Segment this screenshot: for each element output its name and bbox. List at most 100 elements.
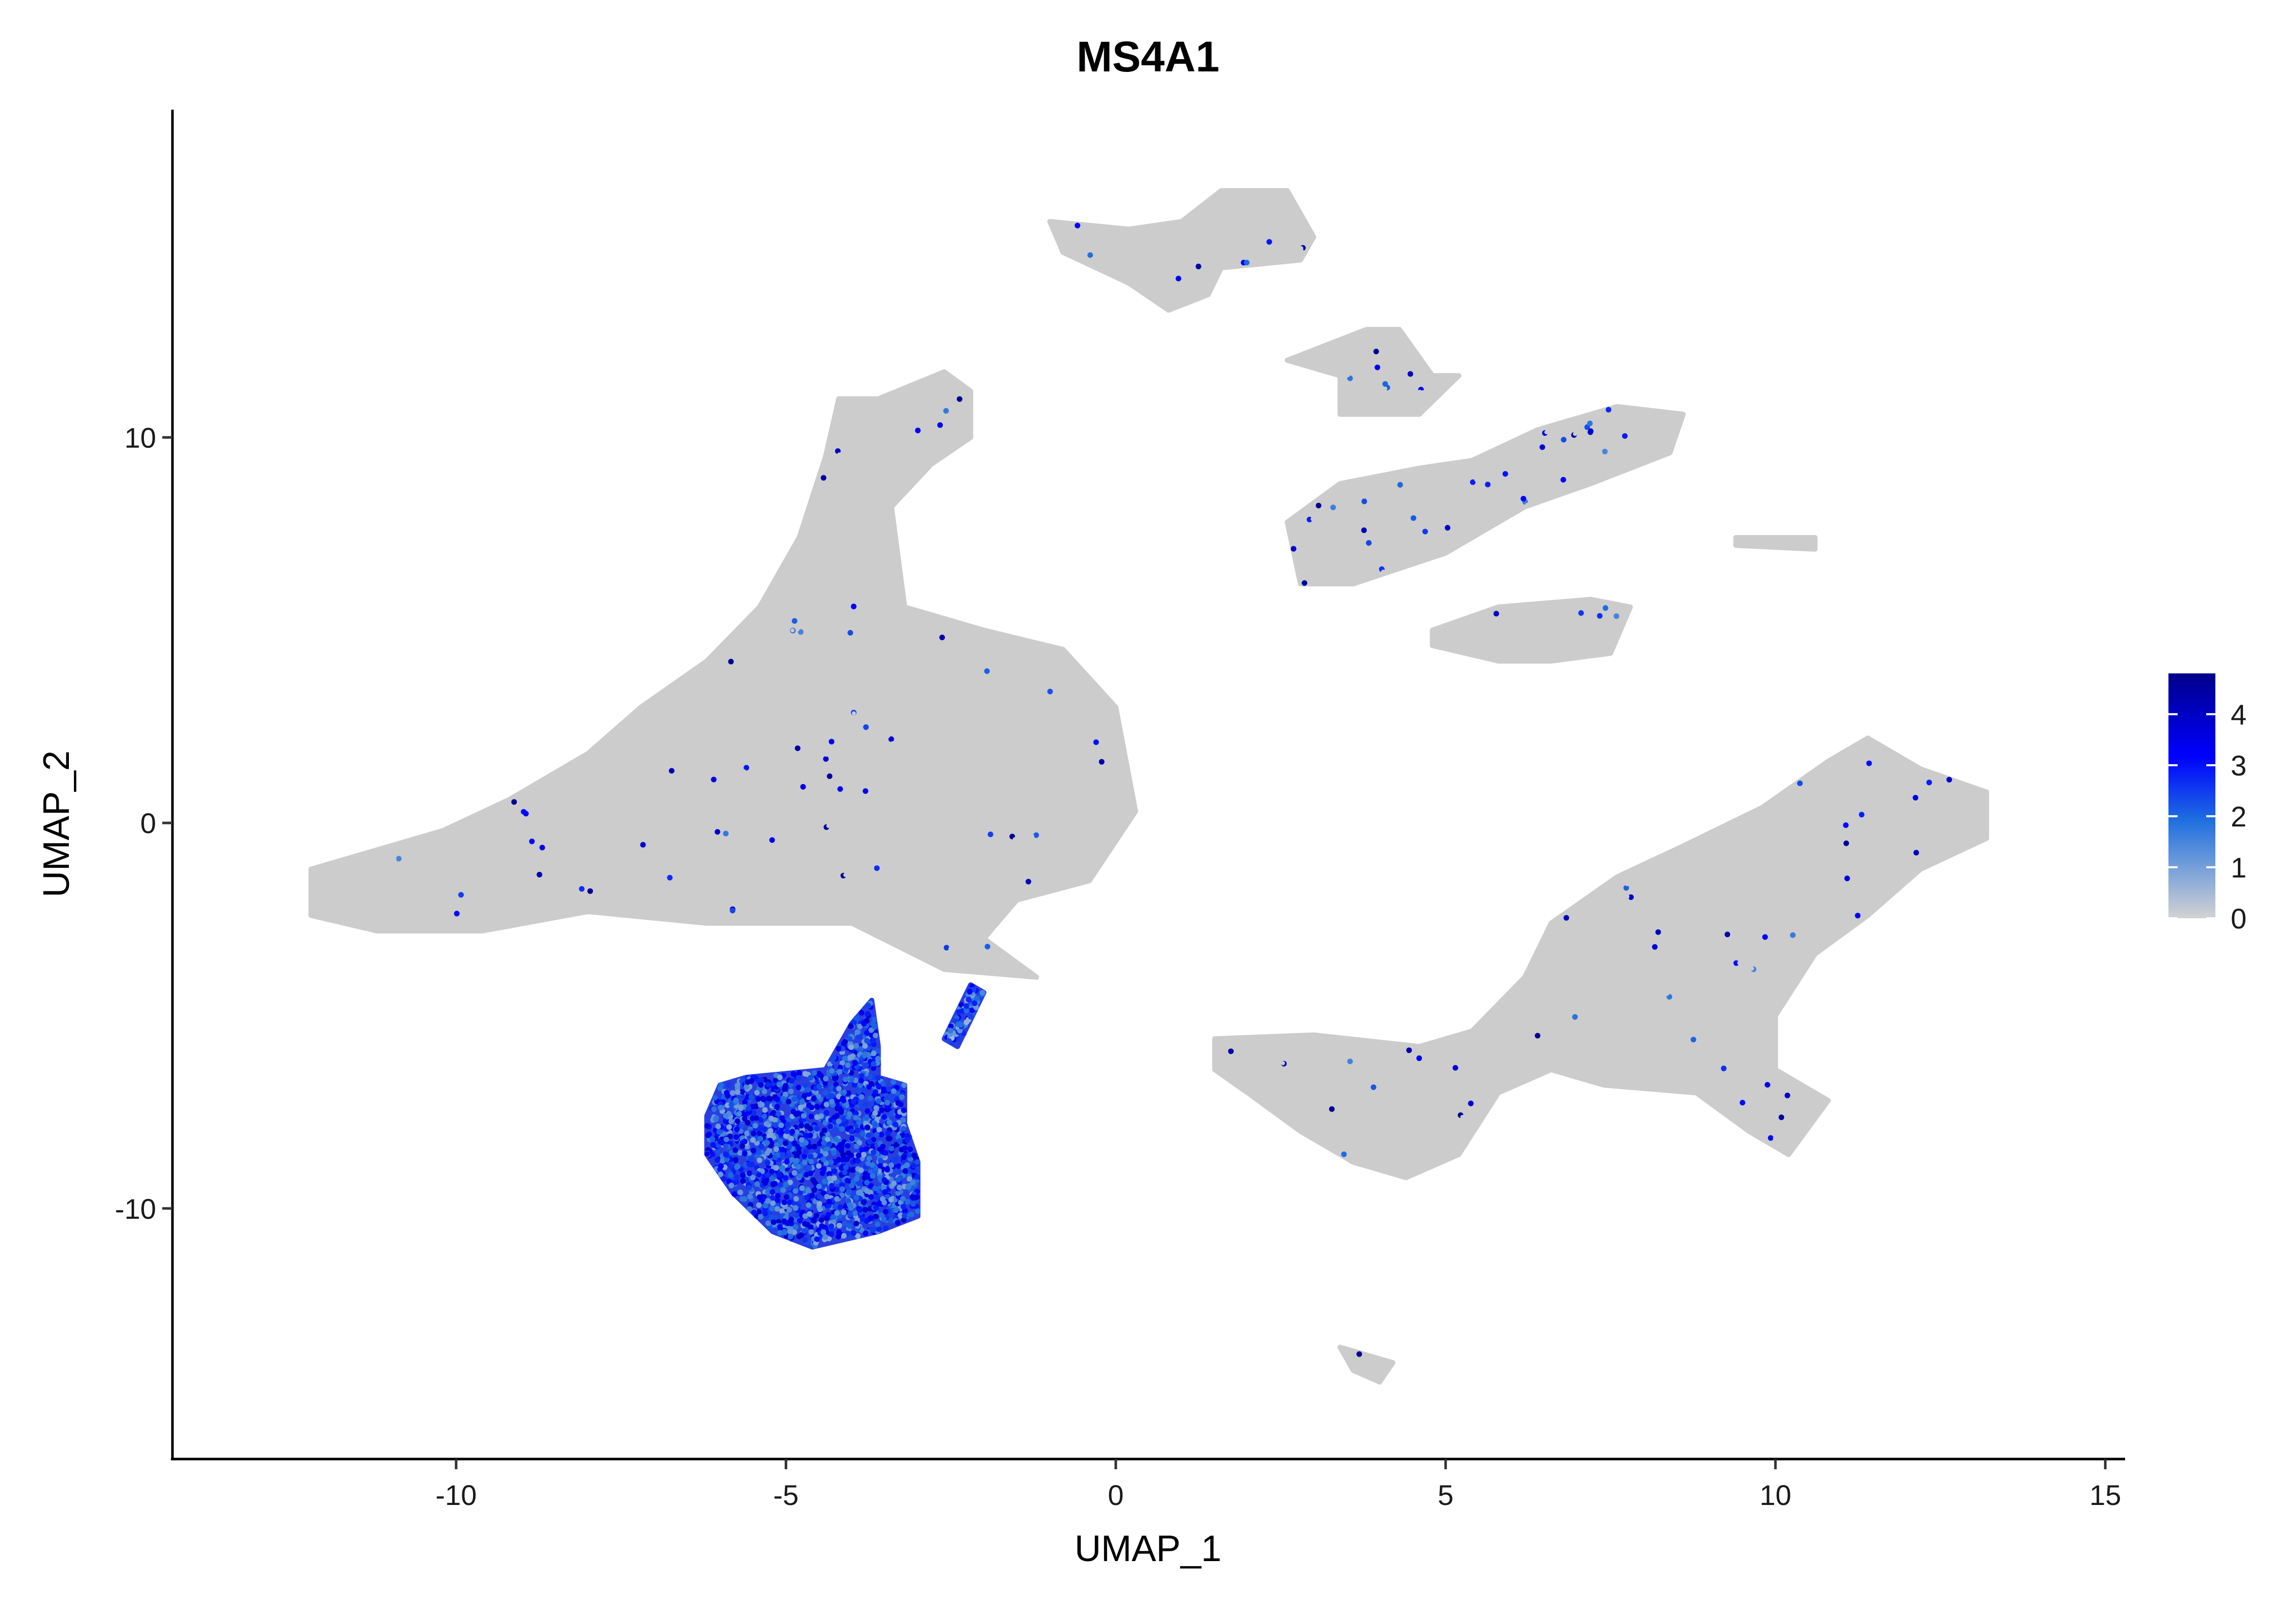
cell-point: [1471, 533, 1476, 537]
cell-point: [1860, 751, 1864, 756]
cell-point: [756, 759, 760, 764]
cell-point: [1718, 984, 1723, 989]
cell-point: [728, 1163, 734, 1169]
cell-point: [1648, 444, 1653, 449]
cell-point: [738, 1104, 744, 1111]
cell-point: [849, 439, 854, 443]
cell-point: [847, 630, 854, 636]
cell-point: [1849, 806, 1853, 810]
cell-point: [1068, 715, 1073, 720]
cell-point: [1369, 549, 1374, 554]
cell-point: [881, 1177, 887, 1183]
cell-point: [840, 1097, 846, 1103]
cell-point: [476, 843, 480, 848]
cell-point: [1913, 849, 1919, 856]
cell-point: [1633, 1063, 1638, 1067]
cell-point: [864, 1179, 870, 1186]
cell-point: [751, 1209, 757, 1215]
cell-point: [1214, 210, 1218, 215]
cell-point: [392, 857, 397, 861]
cell-point: [842, 1169, 848, 1175]
cell-point: [1007, 745, 1011, 750]
cell-point: [756, 1209, 762, 1215]
cell-point: [1337, 492, 1342, 497]
cell-point: [1522, 999, 1527, 1003]
cell-point: [786, 814, 790, 819]
cell-point: [698, 684, 703, 688]
cell-point: [1397, 489, 1402, 494]
x-tick-label: 10: [1760, 1479, 1791, 1511]
cell-point: [901, 1107, 907, 1113]
cell-point: [1493, 611, 1500, 617]
cell-point: [777, 1230, 783, 1236]
cell-point: [1485, 500, 1490, 505]
cell-point: [455, 847, 460, 851]
cell-point: [867, 1215, 874, 1221]
cell-point: [1337, 483, 1341, 488]
cell-point: [1491, 464, 1495, 468]
cell-point: [1454, 1051, 1458, 1056]
cell-point: [712, 1095, 718, 1101]
cell-point: [1407, 361, 1411, 366]
cell-point: [866, 1084, 872, 1090]
cell-point: [1468, 499, 1473, 504]
cell-point: [1763, 920, 1767, 924]
cell-point: [892, 1121, 899, 1127]
cell-point: [1509, 1003, 1513, 1008]
cell-point: [1678, 934, 1683, 938]
cell-point: [1412, 1046, 1416, 1050]
cell-point: [791, 1200, 797, 1206]
cell-point: [562, 884, 567, 889]
cell-point: [933, 685, 938, 689]
cell-point: [1569, 606, 1574, 610]
cell-point: [1467, 485, 1472, 489]
cell-point: [1606, 407, 1612, 413]
cell-point: [857, 657, 861, 662]
cell-point: [1191, 213, 1195, 217]
cell-point: [1529, 635, 1534, 640]
cell-point: [728, 1118, 734, 1124]
cell-point: [1874, 768, 1878, 773]
cell-point: [1449, 474, 1454, 479]
cell-point: [773, 1165, 780, 1171]
cell-point: [1571, 447, 1576, 451]
cell-point: [811, 1095, 817, 1101]
cell-point: [846, 1189, 852, 1195]
cell-point: [1314, 1117, 1318, 1121]
cell-point: [1583, 476, 1587, 481]
cell-point: [1900, 850, 1905, 855]
cell-point: [1768, 1110, 1773, 1114]
cell-point: [1652, 944, 1658, 950]
cell-point: [1342, 549, 1346, 554]
cell-point: [1688, 955, 1692, 960]
cell-point: [1346, 1144, 1351, 1149]
cell-point: [1645, 901, 1650, 906]
cell-point: [1580, 938, 1584, 943]
cell-point: [1369, 558, 1373, 563]
cell-point: [1364, 1360, 1368, 1365]
cell-point: [943, 408, 949, 414]
cell-point: [753, 719, 758, 723]
cell-point: [1111, 226, 1116, 231]
cell-point: [756, 1078, 761, 1084]
cell-point: [1535, 998, 1540, 1002]
cell-point: [1409, 356, 1413, 361]
cell-point: [1408, 557, 1412, 562]
cell-point: [1563, 604, 1568, 608]
cell-point: [999, 683, 1003, 688]
cell-point: [1424, 471, 1429, 476]
cell-point: [1304, 1106, 1308, 1110]
cell-point: [1288, 217, 1292, 221]
cell-point: [1056, 228, 1060, 233]
cell-point: [792, 1224, 798, 1230]
cell-point: [858, 734, 862, 738]
cell-point: [1761, 878, 1766, 883]
cell-point: [875, 1056, 881, 1062]
cell-point: [1052, 739, 1057, 744]
cell-point: [1387, 336, 1392, 340]
cell-point: [1466, 490, 1470, 494]
cell-point: [1805, 905, 1809, 910]
cell-point: [1880, 798, 1884, 802]
cell-point: [1510, 443, 1515, 447]
cell-point: [823, 704, 828, 708]
